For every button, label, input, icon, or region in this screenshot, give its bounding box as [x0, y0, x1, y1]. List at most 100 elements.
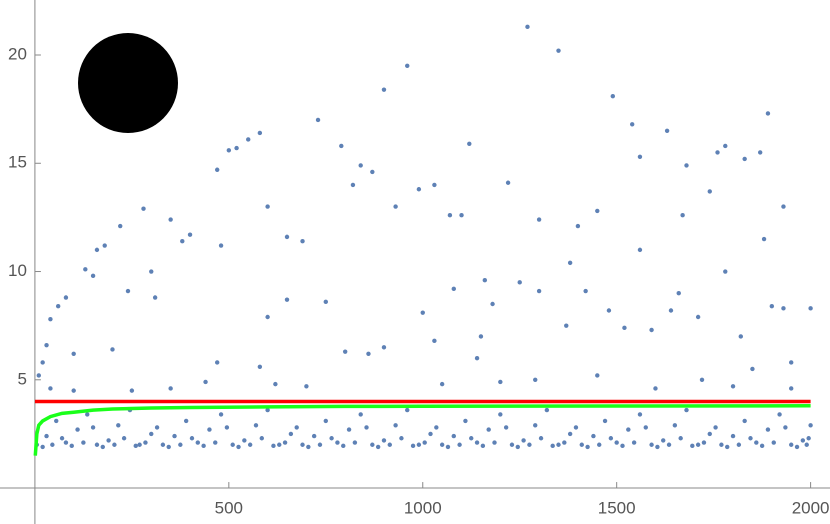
point [44, 433, 49, 439]
point [81, 440, 86, 445]
point [562, 440, 567, 445]
point [63, 440, 69, 445]
point [707, 189, 712, 194]
point [742, 156, 747, 162]
point [329, 436, 334, 441]
y-tick-label: 5 [17, 369, 26, 388]
point [341, 443, 346, 449]
point [498, 379, 503, 385]
point [226, 148, 232, 153]
point [432, 182, 437, 188]
point [777, 412, 782, 417]
x-tick-label: 1500 [598, 499, 636, 518]
point [655, 444, 660, 450]
point [55, 303, 61, 309]
point [100, 444, 105, 450]
point [707, 431, 712, 437]
point [306, 444, 311, 450]
line [33, 404, 811, 456]
point [399, 436, 404, 441]
point [214, 360, 220, 365]
point [288, 431, 294, 437]
point [765, 111, 771, 116]
point [525, 24, 530, 30]
x-tick-label: 500 [215, 499, 243, 518]
point [505, 180, 511, 185]
point [253, 423, 259, 428]
point [71, 351, 76, 357]
point [715, 150, 720, 155]
point [381, 87, 387, 92]
point [339, 143, 344, 149]
point [631, 440, 637, 445]
point [492, 440, 497, 445]
point [168, 386, 173, 391]
point [112, 442, 117, 447]
point [536, 217, 542, 222]
point [141, 206, 146, 211]
point [201, 443, 206, 449]
point [178, 442, 183, 447]
point [94, 442, 100, 447]
point [637, 247, 643, 253]
point [323, 299, 328, 305]
point [121, 436, 127, 441]
point [806, 436, 811, 441]
point [265, 204, 270, 209]
point [311, 433, 317, 439]
point [180, 239, 185, 244]
point [591, 433, 596, 439]
point [342, 349, 348, 354]
point [637, 154, 643, 159]
point [439, 442, 445, 447]
point [259, 436, 264, 441]
point [152, 295, 158, 300]
point [451, 433, 456, 439]
point [160, 442, 166, 447]
point [370, 169, 375, 175]
point [757, 150, 763, 155]
point [133, 443, 138, 449]
point [701, 440, 707, 445]
point [207, 427, 212, 432]
point [467, 141, 472, 146]
point [544, 407, 550, 413]
point [748, 436, 753, 441]
point [195, 440, 201, 445]
point [214, 167, 220, 172]
point [725, 444, 730, 450]
point [90, 425, 96, 430]
point [300, 239, 305, 244]
point [789, 442, 794, 447]
point [168, 217, 173, 222]
point [498, 412, 503, 417]
point [608, 436, 614, 441]
point [678, 436, 683, 441]
point [486, 427, 491, 432]
point [218, 243, 224, 248]
point [620, 443, 625, 449]
point [94, 247, 100, 253]
point [381, 345, 387, 350]
point [478, 334, 484, 339]
point [323, 418, 328, 424]
point [567, 431, 573, 437]
point [125, 288, 131, 294]
point [666, 442, 672, 447]
point [730, 433, 736, 439]
point [629, 122, 635, 127]
point [595, 208, 600, 214]
point [304, 384, 309, 389]
point [83, 267, 88, 272]
point [459, 213, 464, 218]
disk [78, 33, 178, 133]
point [509, 442, 515, 447]
point [622, 325, 627, 331]
point [218, 412, 224, 417]
point [129, 388, 135, 393]
point [626, 427, 631, 432]
point [102, 243, 107, 248]
point [808, 423, 813, 428]
point [515, 444, 520, 450]
point [769, 303, 775, 309]
